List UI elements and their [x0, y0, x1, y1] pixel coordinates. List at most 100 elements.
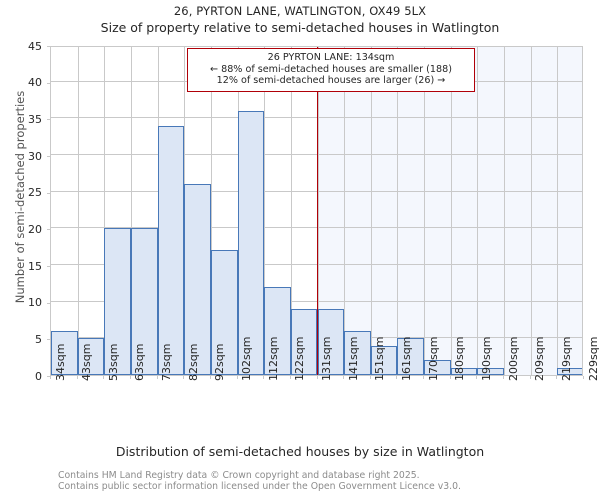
- histogram-bar: [344, 331, 371, 375]
- histogram-bar: [370, 345, 398, 375]
- x-axis-tick-mark: [423, 376, 425, 379]
- y-axis-tick-label: 20: [28, 222, 42, 236]
- x-axis-tick-mark: [369, 376, 371, 379]
- larger-properties-shaded-region: [317, 47, 582, 375]
- gridline-vertical: [344, 47, 346, 375]
- x-axis-tick-label: 92sqm: [213, 343, 227, 381]
- y-axis-tick-mark: [47, 82, 50, 84]
- x-axis-tick-mark: [343, 376, 345, 379]
- annotation-line-3: 12% of semi-detached houses are larger (…: [216, 75, 446, 87]
- gridline-vertical: [450, 47, 452, 375]
- x-axis-tick-mark: [583, 376, 584, 379]
- y-axis-tick-mark: [47, 376, 50, 377]
- x-axis-tick-mark: [476, 376, 478, 379]
- x-axis-tick-label: 141sqm: [346, 336, 360, 381]
- x-axis-tick-label: 53sqm: [106, 343, 120, 381]
- x-axis-tick-mark: [129, 376, 131, 379]
- x-axis-tick-mark: [316, 376, 318, 379]
- x-axis-tick-mark: [76, 376, 78, 379]
- histogram-bar: [424, 360, 451, 375]
- histogram-bar: [51, 331, 78, 375]
- histogram-bar: [477, 367, 505, 375]
- y-axis-tick-mark: [47, 302, 50, 304]
- y-axis-tick-mark: [47, 46, 50, 47]
- x-axis-tick-mark: [289, 376, 291, 379]
- x-axis-tick-label: 161sqm: [399, 336, 413, 381]
- gridline-vertical: [397, 47, 399, 375]
- gridline-horizontal: [51, 227, 582, 229]
- x-axis-tick-label: 43sqm: [80, 343, 94, 381]
- x-axis-tick-mark: [156, 376, 158, 379]
- y-axis-tick-mark: [47, 119, 50, 121]
- x-axis-tick-label: 63sqm: [133, 343, 147, 381]
- chart-title: 26, PYRTON LANE, WATLINGTON, OX49 5LX: [173, 4, 427, 18]
- gridline-vertical: [104, 47, 106, 375]
- histogram-bar: [157, 125, 185, 375]
- x-axis-label: Distribution of semi-detached houses by …: [115, 444, 485, 459]
- x-axis-tick-mark: [449, 376, 451, 379]
- histogram-bar: [77, 338, 105, 375]
- gridline-vertical: [77, 47, 79, 375]
- y-axis-tick-label: 15: [28, 259, 42, 273]
- property-annotation-box: 26 PYRTON LANE: 134sqm ← 88% of semi-det…: [187, 48, 475, 92]
- histogram-bar: [237, 111, 265, 375]
- x-axis-tick-label: 122sqm: [293, 336, 307, 381]
- histogram-bar: [397, 338, 425, 375]
- histogram-bar: [264, 287, 291, 375]
- x-axis-tick-label: 200sqm: [506, 336, 520, 381]
- x-axis-tick-mark: [50, 376, 51, 379]
- x-axis-tick-label: 73sqm: [160, 343, 174, 381]
- footer-line-1: Contains HM Land Registry data © Crown c…: [58, 470, 420, 481]
- y-axis-tick-label: 5: [35, 332, 42, 346]
- y-axis-label: Number of semi-detached properties: [13, 90, 27, 304]
- x-axis-tick-mark: [396, 376, 398, 379]
- gridline-vertical: [557, 47, 559, 375]
- histogram-bar: [104, 228, 131, 375]
- x-axis-tick-label: 131sqm: [320, 336, 333, 381]
- x-axis-tick-mark: [103, 376, 105, 379]
- gridline-vertical: [424, 47, 426, 375]
- gridline-vertical: [130, 47, 132, 375]
- y-axis-tick-mark: [47, 156, 50, 157]
- y-axis-tick-mark: [47, 192, 50, 194]
- gridline-vertical: [477, 47, 479, 375]
- gridline-vertical: [370, 47, 372, 375]
- y-axis-tick-mark: [47, 339, 50, 341]
- x-axis-tick-mark: [209, 376, 211, 379]
- annotation-line-2: ← 88% of semi-detached houses are smalle…: [210, 63, 452, 75]
- x-axis-tick-label: 190sqm: [479, 336, 493, 381]
- gridline-horizontal: [51, 190, 582, 192]
- x-axis-tick-mark: [263, 376, 265, 379]
- x-axis-tick-label: 112sqm: [266, 336, 280, 381]
- gridline-vertical: [210, 47, 212, 375]
- footer-line-2: Contains public sector information licen…: [58, 481, 461, 492]
- histogram-bar: [130, 228, 158, 375]
- y-axis-tick-mark: [47, 266, 50, 267]
- histogram-bar: [557, 367, 582, 375]
- chart-subtitle: Size of property relative to semi-detach…: [100, 20, 500, 35]
- plot-area: [50, 46, 583, 376]
- x-axis-tick-mark: [529, 376, 531, 379]
- gridline-horizontal: [51, 117, 582, 119]
- gridline-vertical: [530, 47, 532, 375]
- y-axis-tick-label: 35: [28, 112, 42, 126]
- y-axis-tick-label: 25: [28, 186, 42, 200]
- x-axis-tick-label: 219sqm: [559, 336, 573, 381]
- histogram-bar: [210, 250, 238, 375]
- x-axis-tick-label: 180sqm: [453, 336, 467, 381]
- x-axis-tick-mark: [183, 376, 185, 379]
- x-axis-tick-label: 82sqm: [186, 343, 200, 381]
- property-size-marker-line: [316, 47, 319, 375]
- x-axis-tick-mark: [503, 376, 505, 379]
- x-axis-tick-label: 102sqm: [240, 336, 254, 381]
- x-axis-tick-label: 151sqm: [373, 336, 387, 381]
- y-axis-tick-label: 0: [35, 369, 42, 383]
- histogram-bar: [450, 367, 478, 375]
- histogram-bar: [184, 184, 211, 375]
- x-axis-tick-label: 34sqm: [53, 343, 67, 381]
- gridline-horizontal: [51, 300, 582, 302]
- x-axis-tick-mark: [556, 376, 558, 379]
- y-axis-tick-label: 40: [28, 76, 42, 90]
- y-axis-tick-mark: [47, 229, 50, 231]
